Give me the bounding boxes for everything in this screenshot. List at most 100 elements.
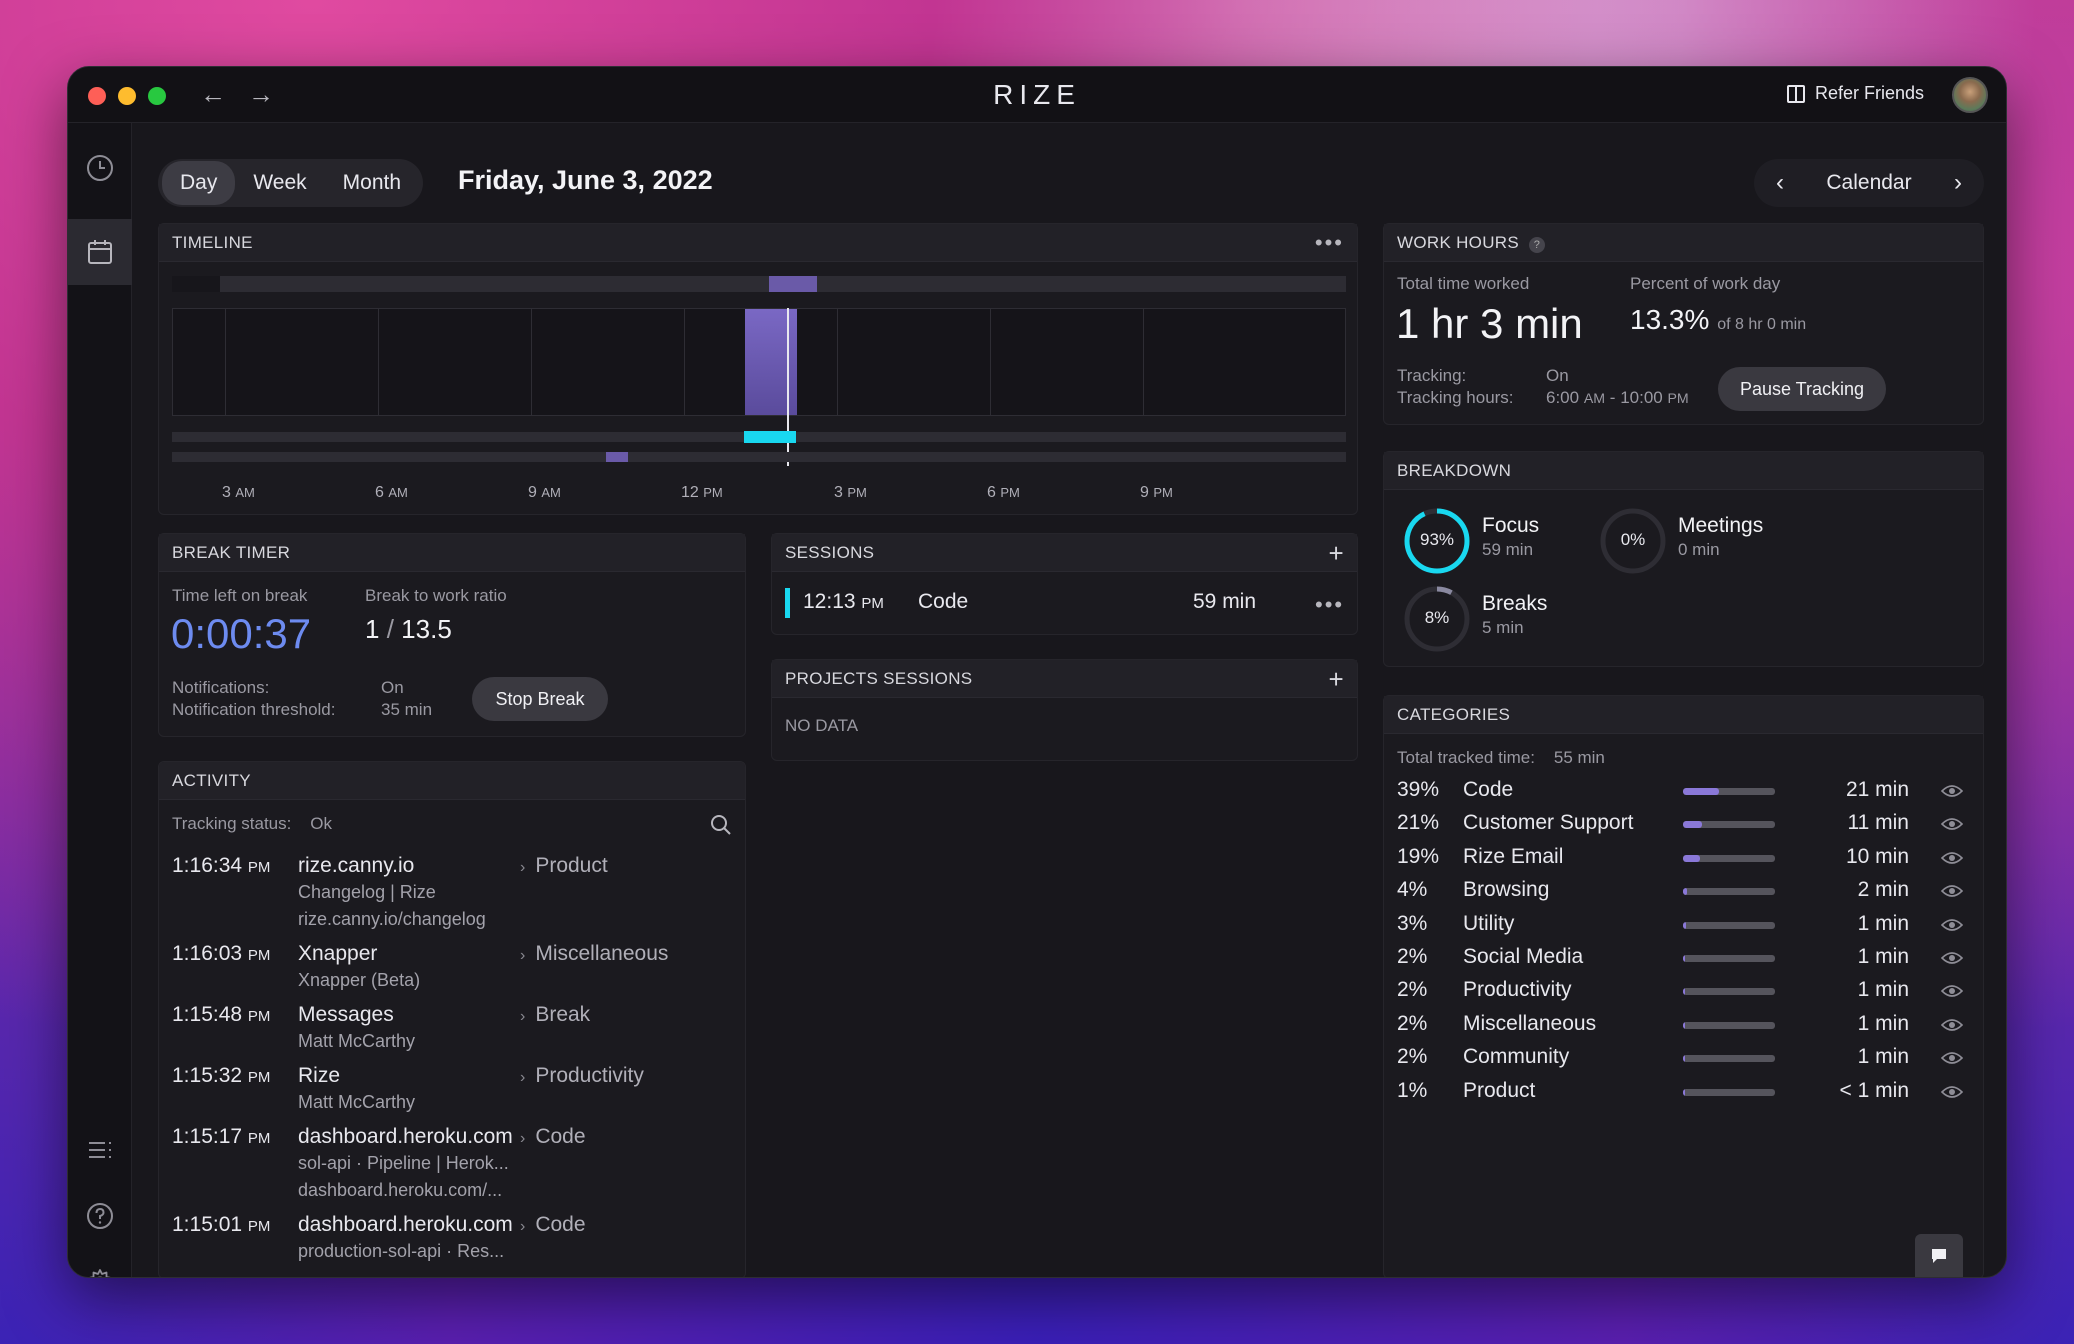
activity-url: dashboard.heroku.com/...: [298, 1180, 503, 1200]
sidebar-item-clock[interactable]: [68, 135, 132, 201]
category-row[interactable]: 2% Miscellaneous 1 min: [1397, 1012, 1977, 1042]
category-row[interactable]: 4% Browsing 2 min: [1397, 878, 1977, 908]
activity-category[interactable]: › Code: [520, 1213, 586, 1236]
activity-category[interactable]: › Break: [520, 1003, 591, 1026]
sidebar-item-list[interactable]: [68, 1117, 132, 1183]
category-row[interactable]: 1% Product < 1 min: [1397, 1079, 1977, 1109]
category-row[interactable]: 21% Customer Support 11 min: [1397, 811, 1977, 841]
chat-button[interactable]: [1915, 1234, 1963, 1277]
activity-time: 1:15:48 PM: [172, 1003, 271, 1026]
grid-line: [378, 309, 379, 415]
zoom-window-button[interactable]: [148, 87, 166, 105]
more-options-icon[interactable]: •••: [1314, 229, 1344, 255]
eye-icon[interactable]: [1941, 1085, 1963, 1099]
breakdown-name: Breaks: [1482, 592, 1548, 615]
tab-month[interactable]: Month: [342, 171, 402, 194]
session-time: 12:13 PM: [803, 590, 884, 613]
activity-subtitle: Xnapper (Beta): [298, 970, 421, 990]
sidebar-item-settings[interactable]: [68, 1249, 132, 1277]
eye-icon[interactable]: [1941, 784, 1963, 798]
category-row[interactable]: 2% Social Media 1 min: [1397, 945, 1977, 975]
category-row[interactable]: 3% Utility 1 min: [1397, 912, 1977, 942]
forward-arrow-icon[interactable]: →: [248, 79, 274, 109]
eye-icon[interactable]: [1941, 817, 1963, 831]
break-block[interactable]: [606, 452, 628, 462]
activity-row[interactable]: 1:16:03 PM Xnapper › Miscellaneous Xnapper (…: [172, 942, 732, 1022]
activity-subtitle: Matt McCarthy: [298, 1031, 416, 1051]
tracking-hours-value: 6:00 AM - 10:00 PM: [1546, 388, 1689, 407]
activity-app: rize.canny.io: [298, 854, 415, 877]
timeline-chart: [172, 308, 1346, 416]
category-name: Rize Email: [1463, 844, 1564, 868]
hour-label: 6 AM: [375, 484, 408, 501]
refer-friends-button[interactable]: Refer Friends: [1786, 83, 1924, 104]
avatar[interactable]: [1952, 77, 1988, 113]
eye-icon[interactable]: [1941, 918, 1963, 932]
view-segmented-control: Day Week Month: [158, 159, 424, 207]
search-icon[interactable]: [710, 814, 732, 836]
eye-icon[interactable]: [1941, 851, 1963, 865]
eye-icon[interactable]: [1941, 984, 1963, 998]
activity-category[interactable]: › Code: [520, 1125, 586, 1148]
tab-day[interactable]: Day: [162, 161, 236, 205]
eye-icon[interactable]: [1941, 1018, 1963, 1032]
category-row[interactable]: 39% Code 21 min: [1397, 778, 1977, 808]
category-pct: 1%: [1397, 1078, 1428, 1102]
timeline-activity-bar[interactable]: [745, 309, 797, 415]
categories-header: CATEGORIES: [1384, 696, 1983, 734]
session-row[interactable]: 12:13 PM Code 59 min •••: [785, 586, 1345, 620]
grid-line: [1143, 309, 1144, 415]
activity-header: ACTIVITY: [159, 762, 745, 800]
tab-week[interactable]: Week: [253, 171, 307, 194]
category-pct: 39%: [1397, 778, 1440, 801]
notifications-value: On: [381, 678, 404, 697]
timeline-header: TIMELINE •••: [159, 224, 1357, 262]
timeline-title: TIMELINE: [172, 232, 253, 252]
session-more-icon[interactable]: •••: [1315, 592, 1345, 617]
eye-icon[interactable]: [1941, 951, 1963, 965]
activity-category[interactable]: › Product: [520, 854, 608, 877]
eye-icon[interactable]: [1941, 884, 1963, 898]
activity-row[interactable]: 1:15:48 PM Messages › Break Matt McCarthy: [172, 1003, 732, 1083]
help-badge-icon[interactable]: ?: [1529, 236, 1545, 253]
activity-app: Rize: [298, 1064, 341, 1087]
chevron-right-icon[interactable]: ›: [1953, 169, 1962, 196]
close-window-button[interactable]: [88, 87, 106, 105]
breakdown-pct: 93%: [1419, 530, 1455, 549]
category-row[interactable]: 2% Productivity 1 min: [1397, 978, 1977, 1008]
breakdown-ring: [1404, 508, 1470, 574]
breakdown-name: Focus: [1482, 514, 1540, 537]
chevron-right-icon: ›: [520, 1218, 526, 1235]
app-window: ← → RIZE Refer Friends Day Week Month Fr…: [67, 66, 2007, 1278]
activity-category[interactable]: › Miscellaneous: [520, 942, 669, 965]
list-icon: [89, 1142, 111, 1158]
break-timer-panel: BREAK TIMER Time left on break 0:00:37 B…: [158, 533, 746, 737]
add-project-icon[interactable]: +: [1328, 663, 1344, 694]
category-row[interactable]: 2% Community 1 min: [1397, 1045, 1977, 1075]
pause-tracking-button[interactable]: Pause Tracking: [1718, 367, 1886, 411]
sessions-header: SESSIONS +: [772, 534, 1357, 572]
minimize-window-button[interactable]: [118, 87, 136, 105]
eye-icon[interactable]: [1941, 1051, 1963, 1065]
focus-block[interactable]: [744, 431, 796, 443]
sidebar-item-calendar[interactable]: [68, 219, 132, 285]
categories-title: CATEGORIES: [1397, 704, 1511, 724]
activity-row[interactable]: 1:15:32 PM Rize › Productivity Matt McCarthy: [172, 1064, 732, 1144]
activity-row[interactable]: 1:15:17 PM dashboard.heroku.com › Code sol-a…: [172, 1125, 732, 1205]
calendar-button[interactable]: Calendar: [1826, 171, 1912, 194]
activity-category[interactable]: › Productivity: [520, 1064, 644, 1087]
category-row[interactable]: 19% Rize Email 10 min: [1397, 845, 1977, 875]
category-bar: [1683, 854, 1775, 862]
activity-row[interactable]: 1:15:01 PM dashboard.heroku.com › Code produ…: [172, 1213, 732, 1277]
stop-break-button[interactable]: Stop Break: [472, 677, 608, 721]
chevron-left-icon[interactable]: ‹: [1776, 169, 1784, 196]
activity-row[interactable]: 1:16:34 PM rize.canny.io › Product Changelog…: [172, 854, 732, 934]
sidebar-item-help[interactable]: [68, 1183, 132, 1249]
category-time: 1 min: [1857, 1045, 1909, 1069]
back-arrow-icon[interactable]: ←: [200, 79, 226, 109]
timeline-scrubber[interactable]: [172, 276, 1346, 292]
timeline-scrubber-handle[interactable]: [769, 276, 817, 292]
breakdown-time: 59 min: [1482, 540, 1534, 559]
add-session-icon[interactable]: +: [1328, 537, 1344, 568]
break-timer-header: BREAK TIMER: [159, 534, 745, 572]
